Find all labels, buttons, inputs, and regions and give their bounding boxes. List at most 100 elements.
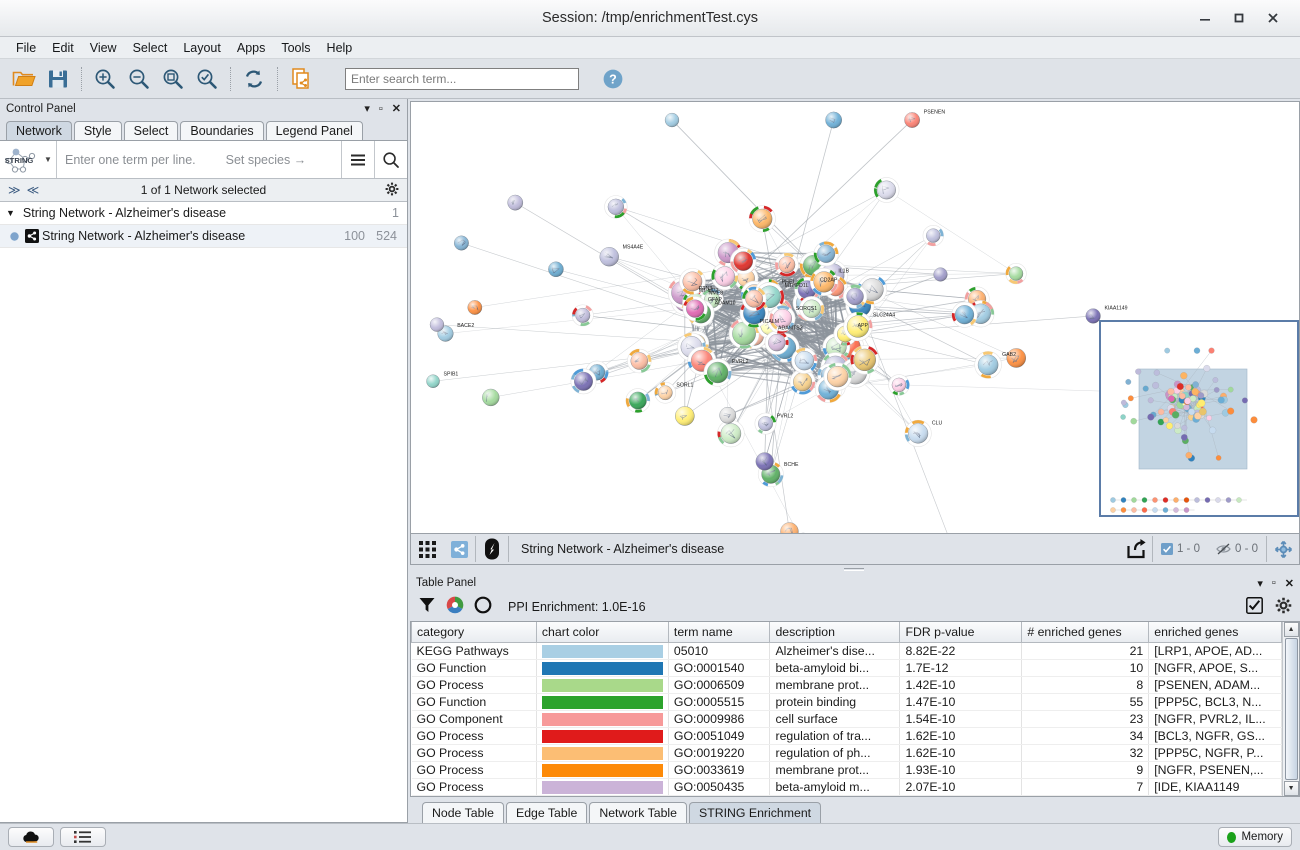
menu-item-layout[interactable]: Layout — [183, 40, 221, 55]
expand-triangle-icon[interactable]: ▼ — [6, 208, 15, 218]
tab-edge-table[interactable]: Edge Table — [506, 802, 588, 823]
cell-description: beta-amyloid bi... — [769, 659, 901, 677]
string-search-icon[interactable] — [374, 141, 407, 178]
search-input[interactable]: Enter search term... — [345, 67, 579, 90]
close-icon[interactable] — [1256, 5, 1290, 31]
tab-network-table[interactable]: Network Table — [589, 802, 688, 823]
tab-legend-panel[interactable]: Legend Panel — [265, 121, 363, 140]
checkbox-icon — [1160, 543, 1173, 556]
menu-item-apps[interactable]: Apps — [236, 40, 266, 55]
menu-item-select[interactable]: Select — [132, 40, 168, 55]
donut-icon[interactable] — [474, 596, 492, 617]
table-row[interactable]: GO Process GO:0051049 regulation of tra...… — [411, 727, 1283, 745]
svg-text:BACE2: BACE2 — [457, 323, 474, 329]
table-row[interactable]: GO Process GO:0050435 beta-amyloid m... 2.0… — [411, 778, 1283, 796]
tab-boundaries[interactable]: Boundaries — [180, 121, 264, 140]
network-settings-gear-icon[interactable] — [385, 182, 399, 199]
table-vertical-scrollbar[interactable]: ▲ ▼ — [1282, 621, 1299, 796]
save-icon[interactable] — [42, 63, 74, 95]
table-row[interactable]: GO Function GO:0001540 beta-amyloid bi... 1… — [411, 659, 1283, 677]
species-dropdown-caret-icon[interactable]: ▼ — [44, 155, 52, 164]
help-icon[interactable]: ? — [597, 63, 629, 95]
scroll-down-arrow-icon[interactable]: ▼ — [1283, 781, 1299, 796]
cell-enriched-genes: [BCL3, NGFR, GS... — [1148, 727, 1283, 745]
svg-text:STRING: STRING — [5, 156, 34, 165]
string-query-input[interactable]: Enter one term per line. Set species → — [56, 141, 341, 178]
menu-item-help[interactable]: Help — [326, 40, 353, 55]
cloud-icon[interactable] — [8, 827, 54, 847]
zoom-fit-icon[interactable] — [157, 63, 189, 95]
table-row[interactable]: GO Component GO:0009986 cell surface 1.54E-… — [411, 710, 1283, 728]
maximize-icon[interactable] — [1222, 5, 1256, 31]
network-thumbnail-icon[interactable] — [443, 534, 475, 564]
menu-item-view[interactable]: View — [89, 40, 117, 55]
tab-style[interactable]: Style — [73, 121, 122, 140]
control-panel-window-buttons: ▾ ▫ ✕ — [364, 102, 401, 116]
cell-enriched-gene-count: 23 — [1021, 710, 1150, 728]
network-view-canvas[interactable]: MT-ND2 RTN3 ADAMTS2 PHF1 NME8 CD2AP PICALM MTHF… — [410, 101, 1300, 535]
minimize-icon[interactable] — [1188, 5, 1222, 31]
tab-string-enrichment[interactable]: STRING Enrichment — [689, 802, 822, 823]
svg-text:SORCS1: SORCS1 — [796, 306, 818, 312]
menu-item-edit[interactable]: Edit — [52, 40, 74, 55]
menu-item-tools[interactable]: Tools — [281, 40, 311, 55]
memory-status-button[interactable]: Memory — [1218, 827, 1292, 847]
table-row[interactable]: GO Process GO:0033619 membrane prot... 1.93… — [411, 761, 1283, 779]
table-settings-gear-icon[interactable] — [1275, 597, 1292, 617]
col-fdr-pvalue[interactable]: FDR p-value — [899, 621, 1023, 643]
tab-network[interactable]: Network — [6, 121, 72, 140]
expand-all-icon[interactable]: ≪ — [26, 183, 40, 197]
chevron-down-icon[interactable]: ▾ — [1257, 577, 1263, 590]
hidden-nodes-chip[interactable]: 0 - 0 — [1208, 543, 1266, 555]
chevron-down-icon[interactable]: ▾ — [364, 103, 370, 115]
svg-text:CLU: CLU — [932, 421, 943, 427]
memory-status-indicator-icon — [1227, 831, 1237, 843]
filter-icon[interactable] — [418, 596, 436, 617]
chart-color-swatch — [541, 729, 663, 743]
col-chart-color[interactable]: chart color — [535, 621, 669, 643]
tab-select[interactable]: Select — [123, 121, 179, 140]
network-group-row[interactable]: ▼ String Network - Alzheimer's disease 1 — [0, 202, 407, 225]
zoom-selected-icon[interactable] — [191, 63, 223, 95]
string-options-menu-icon[interactable] — [341, 141, 374, 178]
export-network-icon[interactable] — [285, 63, 317, 95]
share-export-icon[interactable] — [1120, 534, 1152, 564]
select-all-checkbox-icon[interactable] — [1246, 596, 1263, 617]
col-enriched-genes[interactable]: enriched genes — [1148, 621, 1283, 643]
refresh-icon[interactable] — [238, 63, 270, 95]
float-panel-icon[interactable]: ▫ — [1271, 577, 1276, 589]
zoom-in-icon[interactable] — [89, 63, 121, 95]
collapse-all-icon[interactable]: ≫ — [8, 183, 21, 197]
network-item-row[interactable]: String Network - Alzheimer's disease 100… — [0, 225, 407, 248]
grid-layout-icon[interactable] — [411, 534, 443, 564]
table-row[interactable]: KEGG Pathways 05010 Alzheimer's dise... 8.8… — [411, 642, 1283, 660]
chart-color-icon[interactable] — [446, 596, 464, 617]
selected-nodes-chip[interactable]: 1 - 0 — [1153, 543, 1208, 556]
birds-eye-view[interactable] — [1099, 320, 1299, 518]
table-row[interactable]: GO Process GO:0019220 regulation of ph... 1… — [411, 744, 1283, 762]
close-panel-icon[interactable]: ✕ — [391, 103, 401, 115]
ppi-enrichment-label: PPI Enrichment: 1.0E-16 — [508, 599, 646, 614]
close-panel-icon[interactable]: ✕ — [1284, 577, 1294, 590]
col-enriched-gene-count[interactable]: # enriched genes — [1021, 621, 1150, 643]
col-category[interactable]: category — [411, 621, 537, 643]
set-species-link[interactable]: Set species → — [225, 152, 307, 167]
table-row[interactable]: GO Process GO:0006509 membrane prot... 1.42… — [411, 676, 1283, 694]
zoom-out-icon[interactable] — [123, 63, 155, 95]
col-term-name[interactable]: term name — [667, 621, 771, 643]
tab-node-table[interactable]: Node Table — [422, 802, 504, 823]
table-row[interactable]: GO Function GO:0005515 protein binding 1.47… — [411, 693, 1283, 711]
panel-splitter[interactable] — [408, 565, 1300, 574]
scroll-up-arrow-icon[interactable]: ▲ — [1283, 621, 1299, 637]
detach-view-icon[interactable] — [476, 534, 508, 564]
menu-item-file[interactable]: File — [16, 40, 37, 55]
open-folder-icon[interactable] — [8, 63, 40, 95]
enrichment-table[interactable]: category chart color term name descripti… — [411, 621, 1283, 796]
task-list-icon[interactable] — [60, 827, 106, 847]
float-panel-icon[interactable]: ▫ — [378, 102, 383, 115]
pan-tool-icon[interactable] — [1267, 534, 1299, 564]
scroll-thumb[interactable] — [1284, 637, 1298, 780]
col-description[interactable]: description — [769, 621, 901, 643]
toolbar-divider-4 — [1266, 536, 1267, 563]
